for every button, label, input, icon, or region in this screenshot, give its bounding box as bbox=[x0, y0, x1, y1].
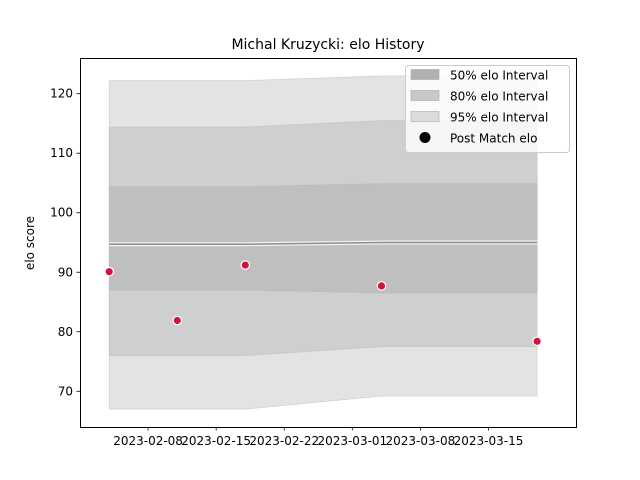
band-50-pct bbox=[108, 183, 538, 294]
x-tick-label: 2023-02-08 bbox=[113, 434, 183, 448]
y-tick-label: 70 bbox=[58, 384, 73, 398]
x-tick-label: 2023-03-15 bbox=[454, 434, 524, 448]
chart-title: Michal Kruzycki: elo History bbox=[231, 37, 424, 53]
legend-label: Post Match elo bbox=[450, 132, 537, 146]
x-axis-ticks: 2023-02-082023-02-152023-02-222023-03-01… bbox=[113, 427, 523, 448]
post-match-point bbox=[240, 260, 251, 270]
y-axis-label: elo score bbox=[23, 216, 37, 270]
x-tick-label: 2023-02-22 bbox=[249, 434, 319, 448]
legend-swatch bbox=[410, 111, 440, 122]
legend-marker bbox=[419, 132, 431, 143]
y-tick-label: 100 bbox=[50, 206, 73, 220]
y-axis-ticks: 70 80 90 100 110 120 bbox=[50, 87, 80, 398]
legend-swatch bbox=[410, 90, 440, 101]
legend-swatch bbox=[410, 69, 440, 80]
post-match-point bbox=[104, 266, 114, 277]
post-match-point bbox=[172, 315, 183, 326]
legend-label: 80% elo Interval bbox=[450, 90, 548, 104]
legend: 50% elo Interval 80% elo Interval 95% elo … bbox=[405, 65, 570, 153]
post-match-points bbox=[104, 260, 542, 347]
x-tick-label: 2023-03-01 bbox=[317, 434, 387, 448]
y-tick-label: 80 bbox=[58, 325, 73, 339]
legend-label: 95% elo Interval bbox=[450, 111, 548, 125]
plot-frame bbox=[80, 58, 577, 428]
x-tick-label: 2023-03-08 bbox=[386, 434, 456, 448]
post-match-point bbox=[376, 281, 387, 291]
post-match-point bbox=[532, 336, 542, 347]
legend-box bbox=[405, 65, 570, 153]
x-tick-label: 2023-02-15 bbox=[181, 434, 251, 448]
y-tick-label: 120 bbox=[50, 87, 73, 101]
mean-line-group bbox=[109, 240, 538, 247]
mean-line bbox=[109, 241, 538, 246]
y-tick-label: 110 bbox=[50, 146, 73, 160]
y-tick-label: 90 bbox=[58, 265, 73, 279]
legend-label: 50% elo Interval bbox=[450, 69, 548, 83]
